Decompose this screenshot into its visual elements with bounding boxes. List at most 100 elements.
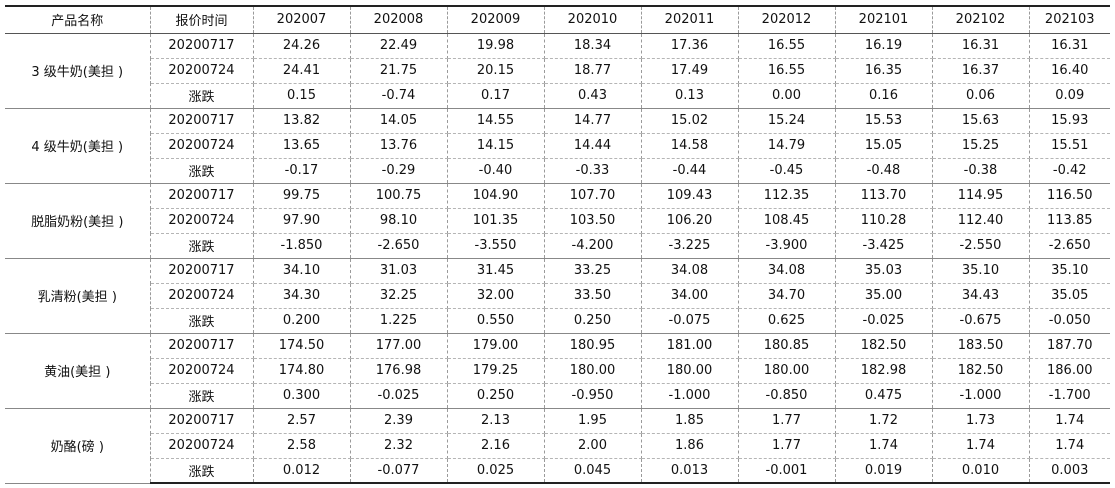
product-cell: 乳清粉(美担 ) — [5, 258, 151, 334]
value-cell: 1.95 — [543, 408, 642, 434]
value-cell: 180.00 — [543, 358, 642, 384]
value-cell: 97.90 — [252, 208, 351, 234]
value-cell: 0.625 — [737, 308, 836, 334]
value-cell: 18.77 — [543, 58, 642, 84]
value-cell: 34.70 — [737, 283, 836, 309]
value-cell: 0.019 — [834, 458, 933, 484]
value-cell: 177.00 — [349, 333, 448, 359]
header-cell: 202009 — [446, 5, 545, 34]
data-row: 黄油(美担 ) 20200717 174.50 177.00 179.00 180.95 1… — [5, 333, 1110, 409]
product-cell: 脱脂奶粉(美担 ) — [5, 183, 151, 259]
value-cell: 2.58 — [252, 433, 351, 459]
value-cell: -3.425 — [834, 233, 933, 259]
value-cell: 0.250 — [543, 308, 642, 334]
value-cell: 180.00 — [640, 358, 739, 384]
value-cell: 15.51 — [1028, 133, 1110, 159]
value-cell: 182.98 — [834, 358, 933, 384]
value-cell: 1.74 — [1028, 433, 1110, 459]
value-cell: 0.045 — [543, 458, 642, 484]
time-cell: 涨跌 — [149, 158, 254, 184]
value-cell: 35.10 — [1028, 258, 1110, 284]
data-row: 20200724 24.41 21.75 20.15 18.77 17.49 16.55 16… — [5, 58, 1110, 84]
value-cell: 182.50 — [834, 333, 933, 359]
value-cell: -0.40 — [446, 158, 545, 184]
value-cell: -0.48 — [834, 158, 933, 184]
time-cell: 20200717 — [149, 333, 254, 359]
value-cell: 15.05 — [834, 133, 933, 159]
data-row: 涨跌 0.15 -0.74 0.17 0.43 0.13 0.00 0.16 0.06 0.09 — [5, 83, 1110, 109]
value-cell: -1.000 — [931, 383, 1030, 409]
value-cell: 20.15 — [446, 58, 545, 84]
value-cell: 35.10 — [931, 258, 1030, 284]
value-cell: 0.013 — [640, 458, 739, 484]
value-cell: 17.36 — [640, 33, 739, 59]
time-cell: 20200717 — [149, 108, 254, 134]
header-cell: 202007 — [252, 5, 351, 34]
value-cell: 0.43 — [543, 83, 642, 109]
table-body: 3 级牛奶(美担 ) 20200717 24.26 22.49 19.98 18.34 17… — [5, 33, 1110, 484]
value-cell: -2.550 — [931, 233, 1030, 259]
product-cell: 奶酪(磅 ) — [5, 408, 151, 484]
data-row: 脱脂奶粉(美担 ) 20200717 99.75 100.75 104.90 107.70… — [5, 183, 1110, 259]
value-cell: 103.50 — [543, 208, 642, 234]
value-cell: -1.000 — [640, 383, 739, 409]
value-cell: 187.70 — [1028, 333, 1110, 359]
value-cell: -2.650 — [1028, 233, 1110, 259]
value-cell: 108.45 — [737, 208, 836, 234]
value-cell: -0.44 — [640, 158, 739, 184]
value-cell: 34.10 — [252, 258, 351, 284]
value-cell: 112.40 — [931, 208, 1030, 234]
value-cell: 31.03 — [349, 258, 448, 284]
value-cell: 0.17 — [446, 83, 545, 109]
value-cell: 100.75 — [349, 183, 448, 209]
value-cell: 16.31 — [931, 33, 1030, 59]
value-cell: 2.57 — [252, 408, 351, 434]
time-cell: 20200717 — [149, 183, 254, 209]
value-cell: -0.38 — [931, 158, 1030, 184]
data-row: 3 级牛奶(美担 ) 20200717 24.26 22.49 19.98 18.34 17… — [5, 33, 1110, 109]
value-cell: -2.650 — [349, 233, 448, 259]
header-cell: 202011 — [640, 5, 739, 34]
header-cell: 202008 — [349, 5, 448, 34]
value-cell: 113.85 — [1028, 208, 1110, 234]
time-cell: 20200717 — [149, 33, 254, 59]
value-cell: 14.44 — [543, 133, 642, 159]
header-cell: 202103 — [1028, 5, 1110, 34]
value-cell: 16.55 — [737, 58, 836, 84]
value-cell: 33.50 — [543, 283, 642, 309]
value-cell: -1.850 — [252, 233, 351, 259]
price-table: 产品名称 报价时间 202007 202008 202009 202010 202011 20… — [5, 5, 1110, 484]
value-cell: 22.49 — [349, 33, 448, 59]
value-cell: 0.200 — [252, 308, 351, 334]
value-cell: 14.55 — [446, 108, 545, 134]
value-cell: -0.025 — [834, 308, 933, 334]
data-row: 20200724 34.30 32.25 32.00 33.50 34.00 34.70 35… — [5, 283, 1110, 309]
header-cell: 202010 — [543, 5, 642, 34]
value-cell: -0.33 — [543, 158, 642, 184]
value-cell: -0.675 — [931, 308, 1030, 334]
value-cell: 2.39 — [349, 408, 448, 434]
value-cell: 16.37 — [931, 58, 1030, 84]
value-cell: 110.28 — [834, 208, 933, 234]
value-cell: 15.93 — [1028, 108, 1110, 134]
value-cell: 112.35 — [737, 183, 836, 209]
value-cell: 32.00 — [446, 283, 545, 309]
data-row: 涨跌 -0.17 -0.29 -0.40 -0.33 -0.44 -0.45 -0.48 -0.… — [5, 158, 1110, 184]
value-cell: 1.85 — [640, 408, 739, 434]
value-cell: -3.900 — [737, 233, 836, 259]
value-cell: -0.74 — [349, 83, 448, 109]
data-row: 20200724 13.65 13.76 14.15 14.44 14.58 14.79 15… — [5, 133, 1110, 159]
value-cell: 34.43 — [931, 283, 1030, 309]
time-cell: 20200724 — [149, 433, 254, 459]
value-cell: 114.95 — [931, 183, 1030, 209]
value-cell: 1.74 — [931, 433, 1030, 459]
value-cell: 0.010 — [931, 458, 1030, 484]
time-cell: 涨跌 — [149, 233, 254, 259]
value-cell: 15.53 — [834, 108, 933, 134]
data-row: 20200724 174.80 176.98 179.25 180.00 180.00 18… — [5, 358, 1110, 384]
time-cell: 20200717 — [149, 408, 254, 434]
value-cell: 0.16 — [834, 83, 933, 109]
value-cell: 0.300 — [252, 383, 351, 409]
value-cell: -0.45 — [737, 158, 836, 184]
